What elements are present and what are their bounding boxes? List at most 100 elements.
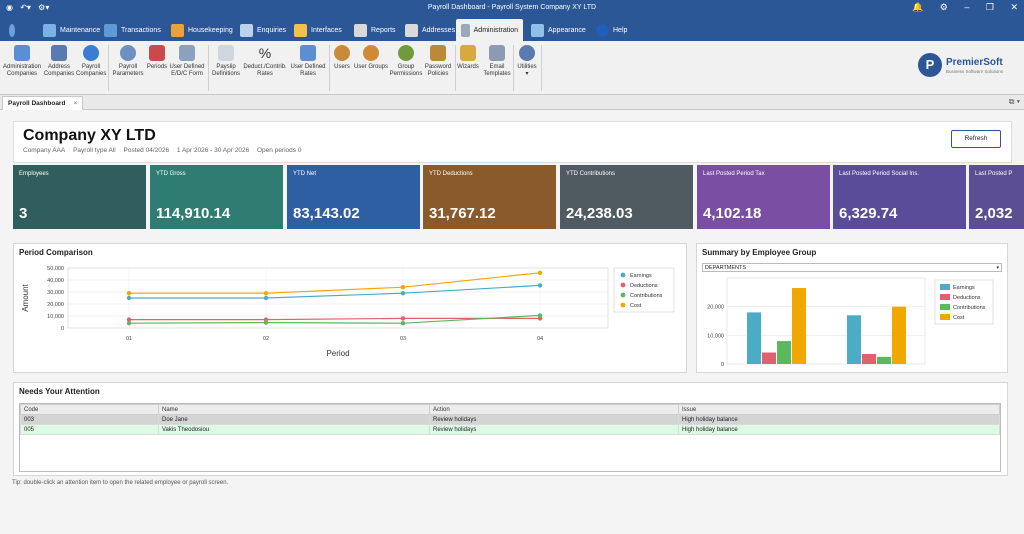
document-tabs: Payroll Dashboard × ⧉ ▾ [0,95,1024,110]
kpi-label: YTD Net [293,171,317,177]
x-tick-label: 02 [263,336,269,342]
y-tick-label: 20,000 [707,305,724,311]
tab-housekeeping[interactable]: Housekeeping [166,19,238,41]
users-button[interactable]: Users [331,45,353,71]
file-tab[interactable] [4,19,24,41]
kpi-value: 83,143.02 [293,205,360,222]
settings-icon[interactable]: ⚙▾ [38,3,50,12]
app-icon[interactable]: ◉ [6,3,13,12]
button-label: Periods [146,64,168,70]
kpi-card-ytd-gross: YTD Gross 114,910.14 [150,165,283,229]
ribbon-separator [208,45,209,91]
column-header-action[interactable]: Action [429,404,679,415]
detach-icon[interactable]: ⧉ ▾ [1008,97,1020,106]
tab-label: Interfaces [311,26,342,34]
kpi-card-last-period-tax: Last Posted Period Tax 4,102.18 [697,165,830,229]
cell-code: 005 [20,424,159,435]
table-row[interactable]: 003 Doe Jane Review holidays High holida… [20,414,1000,425]
cell-name: Vakis Theodosiou [158,424,430,435]
bar-cost [892,306,906,364]
kpi-label: YTD Gross [156,171,186,177]
company-header: Company XY LTD Company AAA Payroll type … [13,121,1012,163]
tab-maintenance[interactable]: Maintenance [38,19,105,41]
reports-icon [354,23,367,37]
tab-appearance[interactable]: Appearance [526,19,591,41]
user-defined-edc-form-button[interactable]: User Defined E/D/C Form [168,45,206,78]
button-label: Deduct./Contrib. Rates [243,64,287,77]
settings-gear-icon[interactable]: ⚙ [939,2,948,12]
kpi-card-ytd-net: YTD Net 83,143.02 [287,165,420,229]
y-tick-label: 0 [721,362,724,368]
cell-action: Review holidays [429,424,679,435]
kpi-card-last-period-social-ins: Last Posted Period Social Ins. 6,329.74 [833,165,966,229]
button-label: Utilities [517,64,537,70]
minimize-icon[interactable]: – [964,2,970,12]
deduct-contrib-rates-button[interactable]: % Deduct./Contrib. Rates [243,45,287,78]
button-label: User Groups [353,64,388,70]
parameters-icon [120,45,136,61]
tab-enquiries[interactable]: Enquiries [235,19,291,41]
tab-label: Transactions [121,26,161,34]
tab-reports[interactable]: Reports [349,19,401,41]
user-groups-button[interactable]: User Groups [353,45,389,71]
address-companies-button[interactable]: Address Companies [42,45,76,78]
close-tab-icon[interactable]: × [73,100,78,107]
undo-icon[interactable]: ↶▾ [20,3,31,12]
column-header-code[interactable]: Code [20,404,159,415]
legend-marker-deductions [620,282,626,288]
employee-group-dropdown[interactable]: DEPARTMENTS ▾ [702,263,1002,272]
utilities-button[interactable]: Utilities ▾ [514,45,540,78]
tab-help[interactable]: Help [591,19,632,41]
password-icon [430,45,446,61]
wizards-button[interactable]: Wizards [456,45,480,71]
legend-label: Earnings [630,273,652,279]
tab-label: Administration [473,26,518,34]
password-policies-button[interactable]: Password Policies [423,45,453,78]
data-point-earnings [263,295,269,301]
data-point-contributions [400,321,406,326]
interfaces-icon [294,23,307,37]
bar-contributions [877,356,891,364]
payslip-definitions-button[interactable]: Payslip Definitions [210,45,242,78]
column-header-name[interactable]: Name [158,404,430,415]
help-icon [596,23,609,37]
column-header-issue[interactable]: Issue [678,404,1000,415]
periods-button[interactable]: Periods [146,45,168,71]
open-periods: Open periods 0 [257,147,302,154]
tab-addresses[interactable]: Addresses [400,19,460,41]
y-tick-label: 40,000 [47,278,64,284]
legend-marker-earnings [940,284,950,290]
tab-label: Enquiries [257,26,287,34]
tab-payroll-dashboard[interactable]: Payroll Dashboard × [2,96,84,110]
ribbon-separator [541,45,542,91]
table-row[interactable]: 005 Vakis Theodosiou Review holidays Hig… [20,424,1000,435]
y-tick-label: 30,000 [47,290,64,296]
payroll-parameters-button[interactable]: Payroll Parameters [110,45,146,78]
tab-interfaces[interactable]: Interfaces [289,19,347,41]
button-label: User Defined E/D/C Form [169,64,205,77]
user-defined-rates-button[interactable]: User Defined Rates [288,45,328,78]
restore-icon[interactable]: ❐ [985,2,994,12]
bar-earnings [747,312,761,364]
doc-tab-label: Payroll Dashboard [8,100,66,107]
x-tick-label: 04 [537,336,543,342]
refresh-button[interactable]: Refresh [951,130,1001,148]
user-group-icon [363,45,379,61]
close-icon[interactable]: ✕ [1010,2,1018,12]
dropdown-value: DEPARTMENTS [705,265,747,271]
administration-companies-button[interactable]: Administration Companies [3,45,41,78]
button-label: Administration Companies [3,64,42,77]
tab-transactions[interactable]: Transactions [99,19,166,41]
cell-action: Review holidays [429,414,679,425]
bell-icon[interactable]: 🔔 [912,2,924,12]
payroll-companies-button[interactable]: Payroll Companies [76,45,106,78]
user-icon [334,45,350,61]
email-templates-button[interactable]: Email Templates [482,45,512,78]
enquiries-icon [240,23,253,37]
kpi-card-employees: Employees 3 [13,165,146,229]
tab-administration[interactable]: Administration [456,19,523,41]
payslip-icon [218,45,234,61]
group-permissions-button[interactable]: Group Permissions [389,45,423,78]
company-name: Company XY LTD [23,127,156,144]
kpi-label: Employees [19,171,49,177]
